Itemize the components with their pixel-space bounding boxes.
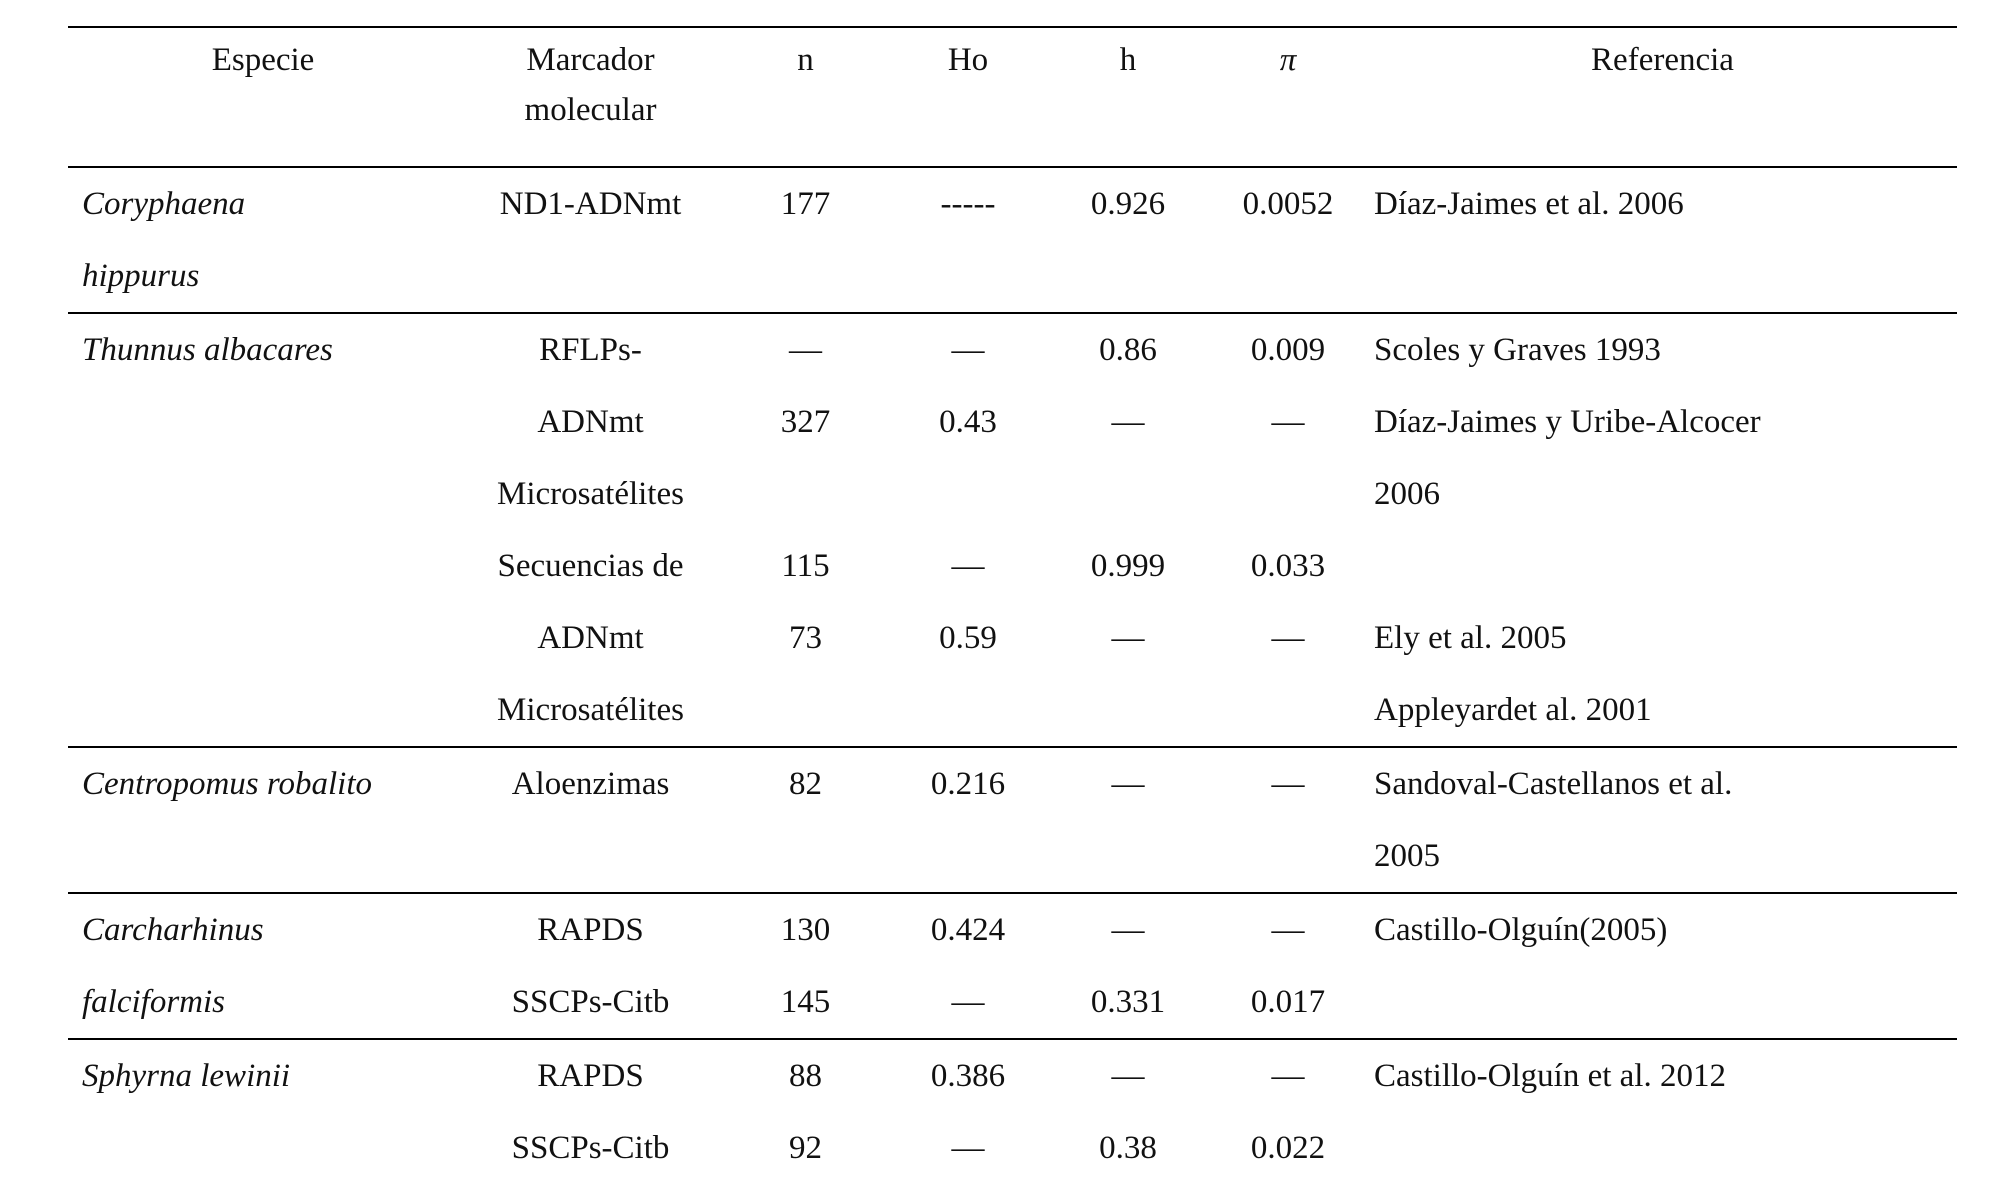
table-row: falciformis SSCPs-Citb 145 — 0.331 0.017	[68, 966, 1957, 1038]
table-row: Centropomus robalito Aloenzimas 82 0.216…	[68, 746, 1957, 820]
cell-marcador: Secuencias de	[497, 547, 684, 584]
cell-ho: 0.216	[930, 765, 1006, 802]
cell-n: 327	[780, 403, 831, 440]
cell-n: 88	[789, 1057, 822, 1094]
cell-h: 0.331	[1090, 983, 1166, 1020]
cell-ho: 0.424	[930, 911, 1006, 948]
table-row: Carcharhinus RAPDS 130 0.424 — — Castill…	[68, 892, 1957, 966]
cell-referencia: Scoles y Graves 1993	[1374, 331, 1661, 368]
cell-referencia: Sandoval-Castellanos et al.	[1374, 765, 1733, 802]
cell-ho: —	[951, 331, 985, 368]
table-row: SSCPs-Citb 92 — 0.38 0.022	[68, 1112, 1957, 1184]
header-n: n	[797, 41, 814, 78]
cell-marcador: SSCPs-Citb	[511, 983, 670, 1020]
cell-referencia: Appleyardet al. 2001	[1374, 691, 1652, 728]
cell-pi: —	[1271, 765, 1305, 802]
header-row-2: molecular	[68, 92, 1957, 166]
cell-especie: Carcharhinus	[82, 911, 264, 948]
cell-ho: 0.43	[939, 403, 997, 440]
table-row: hippurus	[68, 240, 1957, 312]
cell-referencia: Ely et al. 2005	[1374, 619, 1567, 656]
table-row: ADNmt 327 0.43 — — Díaz-Jaimes y Uribe-A…	[68, 386, 1957, 458]
cell-ho: 0.59	[939, 619, 997, 656]
header-marcador: Marcador	[526, 41, 655, 78]
cell-h: —	[1111, 1057, 1145, 1094]
cell-pi: 0.017	[1250, 983, 1326, 1020]
header-h: h	[1119, 41, 1137, 78]
cell-h: —	[1111, 619, 1145, 656]
table-row: ADNmt 73 0.59 — — Ely et al. 2005	[68, 602, 1957, 674]
cell-especie: Thunnus albacares	[82, 331, 333, 368]
cell-pi: 0.033	[1250, 547, 1326, 584]
cell-especie: falciformis	[82, 983, 226, 1020]
table-row: Microsatélites 2006	[68, 458, 1957, 530]
cell-h: 0.926	[1090, 185, 1166, 222]
header-marcador-line2: molecular	[524, 92, 657, 128]
genetics-table: Especie Marcador n Ho h π Referencia mol…	[68, 26, 1957, 1184]
header-row-1: Especie Marcador n Ho h π Referencia	[68, 28, 1957, 92]
cell-pi: —	[1271, 911, 1305, 948]
cell-n: 73	[789, 619, 822, 656]
cell-referencia: Castillo-Olguín et al. 2012	[1374, 1057, 1726, 1094]
cell-marcador: RAPDS	[537, 1057, 644, 1094]
cell-pi: 0.022	[1250, 1129, 1326, 1166]
cell-pi: —	[1271, 619, 1305, 656]
cell-h: —	[1111, 765, 1145, 802]
cell-h: —	[1111, 911, 1145, 948]
cell-marcador: ND1-ADNmt	[499, 185, 682, 222]
table-row: Coryphaena ND1-ADNmt 177 ----- 0.926 0.0…	[68, 168, 1957, 240]
table-header: Especie Marcador n Ho h π Referencia mol…	[68, 26, 1957, 168]
cell-marcador: RFLPs-	[539, 331, 642, 368]
table-row: Secuencias de 115 — 0.999 0.033	[68, 530, 1957, 602]
cell-ho: 0.386	[930, 1057, 1006, 1094]
cell-marcador: ADNmt	[537, 403, 644, 440]
cell-ho: —	[951, 983, 985, 1020]
cell-referencia: Díaz-Jaimes y Uribe-Alcocer	[1374, 403, 1761, 440]
cell-marcador: Microsatélites	[497, 475, 684, 512]
cell-n: 92	[789, 1129, 822, 1166]
cell-n: 130	[780, 911, 831, 948]
cell-n: 82	[789, 765, 822, 802]
cell-especie: Centropomus robalito	[82, 765, 372, 802]
cell-pi: 0.009	[1250, 331, 1326, 368]
cell-especie: Coryphaena	[82, 185, 246, 222]
cell-marcador: Microsatélites	[497, 691, 684, 728]
table-row: Sphyrna lewinii RAPDS 88 0.386 — — Casti…	[68, 1038, 1957, 1112]
cell-referencia: Castillo-Olguín(2005)	[1374, 911, 1668, 948]
cell-especie: hippurus	[82, 257, 200, 294]
cell-n: 145	[780, 983, 831, 1020]
cell-h: 0.86	[1099, 331, 1157, 368]
cell-referencia: 2006	[1374, 475, 1440, 512]
cell-n: 177	[780, 185, 831, 222]
cell-h: —	[1111, 403, 1145, 440]
cell-especie: Sphyrna lewinii	[82, 1057, 291, 1094]
header-pi: π	[1279, 41, 1297, 78]
cell-referencia: 2005	[1374, 837, 1440, 874]
header-referencia: Referencia	[1591, 41, 1734, 78]
cell-n: 115	[781, 547, 830, 584]
cell-pi: 0.0052	[1242, 185, 1334, 222]
header-especie: Especie	[211, 41, 315, 78]
cell-h: 0.999	[1090, 547, 1166, 584]
table-row: Microsatélites Appleyardet al. 2001	[68, 674, 1957, 746]
table-row: 2005	[68, 820, 1957, 892]
cell-ho: —	[951, 1129, 985, 1166]
table-row: Thunnus albacares RFLPs- — — 0.86 0.009 …	[68, 312, 1957, 386]
cell-ho: —	[951, 547, 985, 584]
cell-pi: —	[1271, 403, 1305, 440]
cell-n: —	[789, 331, 822, 368]
cell-marcador: ADNmt	[537, 619, 644, 656]
cell-marcador: Aloenzimas	[511, 765, 670, 802]
cell-ho: -----	[940, 185, 996, 222]
cell-pi: —	[1271, 1057, 1305, 1094]
cell-marcador: SSCPs-Citb	[511, 1129, 670, 1166]
cell-h: 0.38	[1099, 1129, 1157, 1166]
cell-referencia: Díaz-Jaimes et al. 2006	[1374, 185, 1684, 222]
cell-marcador: RAPDS	[537, 911, 644, 948]
header-ho: Ho	[947, 41, 989, 78]
